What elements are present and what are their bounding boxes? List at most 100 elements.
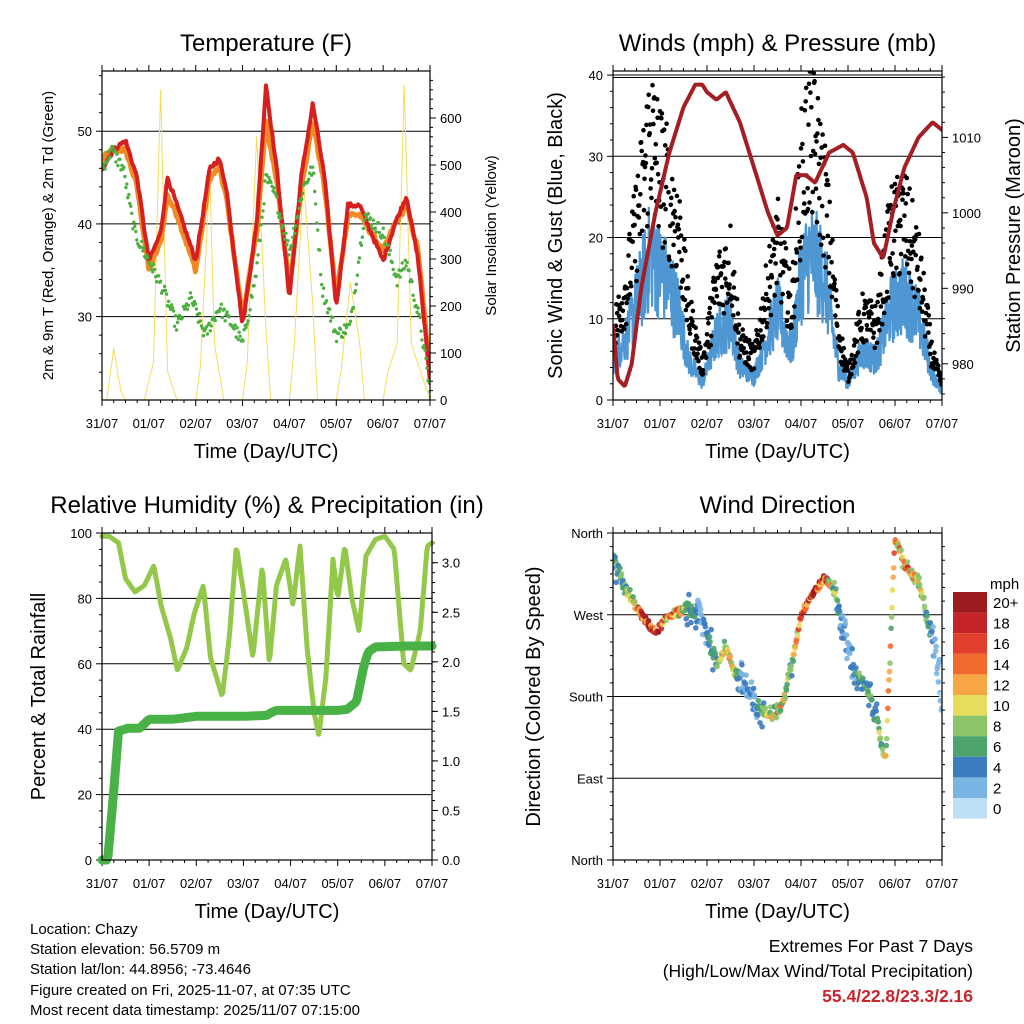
dewpoint-point: [418, 315, 422, 320]
legend-label: 0: [993, 801, 1001, 818]
gust-point: [740, 327, 745, 332]
gust-point: [901, 191, 906, 196]
gust-point: [767, 243, 772, 249]
gust-point: [815, 95, 821, 101]
y-tick-label: 20: [589, 231, 603, 246]
gust-point: [850, 364, 856, 370]
dewpoint-point: [377, 230, 381, 235]
wind-direction-point: [760, 700, 767, 706]
dewpoint-point: [407, 268, 411, 273]
y2-tick-label: 400: [440, 205, 462, 220]
y2-tick-label: 100: [440, 346, 462, 361]
gust-point: [868, 298, 874, 304]
gust-point: [721, 311, 727, 316]
gust-point: [696, 340, 702, 346]
gust-point: [803, 85, 809, 91]
gust-point: [626, 253, 631, 258]
dewpoint-point: [123, 174, 127, 179]
gust-point: [826, 254, 831, 260]
dewpoint-point: [417, 312, 421, 317]
gust-point: [871, 335, 876, 340]
x-tick-label: 07/07: [414, 416, 447, 431]
x-axis-label: Time (Day/UTC): [705, 441, 850, 463]
gust-point: [848, 357, 853, 363]
x-tick-label: 06/07: [369, 876, 402, 891]
x-tick-label: 02/07: [691, 876, 724, 891]
dewpoint-point: [108, 155, 112, 159]
dewpoint-point: [133, 224, 137, 228]
wind-direction-point: [877, 735, 884, 741]
dewpoint-point: [354, 282, 359, 286]
dewpoint-point: [163, 288, 168, 293]
gust-point: [820, 235, 826, 241]
wind-direction-point: [688, 619, 694, 626]
gust-point: [620, 308, 626, 314]
gust-point: [825, 233, 831, 239]
gust-point: [860, 291, 865, 297]
gust-point: [736, 330, 741, 335]
y-tick-label: East: [577, 771, 603, 786]
gust-point: [805, 206, 811, 212]
legend-label: 4: [993, 760, 1001, 777]
extremes-box: Extremes For Past 7 Days (High/Low/Max W…: [663, 934, 973, 1009]
gust-point: [632, 258, 638, 264]
wind-direction-point: [885, 688, 892, 694]
gust-point: [864, 338, 869, 343]
wind-direction-point: [885, 705, 891, 712]
dewpoint-point: [194, 307, 199, 311]
x-tick-label: 31/07: [597, 876, 630, 891]
wind-direction-point: [790, 658, 797, 664]
wind-direction-point: [836, 603, 842, 609]
dewpoint-point: [254, 274, 258, 279]
gust-point: [677, 199, 682, 204]
gust-point: [663, 206, 668, 212]
wind-direction-point: [916, 575, 922, 581]
wind-direction-point: [742, 681, 749, 687]
dewpoint-point: [111, 145, 115, 150]
gust-point: [919, 255, 924, 261]
wind-direction-point: [831, 579, 838, 586]
gust-point: [660, 245, 666, 250]
legend-label: 14: [993, 657, 1010, 674]
x-axis-label: Time (Day/UTC): [705, 901, 850, 923]
gust-point: [682, 237, 687, 242]
gust-point: [690, 319, 695, 324]
gust-point: [689, 299, 694, 305]
x-tick-label: 06/07: [879, 876, 912, 891]
gust-point: [803, 99, 808, 104]
dewpoint-point: [246, 319, 250, 323]
gust-point: [805, 186, 810, 191]
wind-direction-point: [921, 603, 928, 610]
gust-point: [638, 140, 644, 145]
latest-timestamp-text: Most recent data timestamp: 2025/11/07 0…: [30, 1001, 360, 1019]
dewpoint-point: [236, 337, 240, 342]
gust-point: [841, 345, 847, 351]
gust-point: [783, 259, 788, 265]
gust-point: [737, 353, 743, 359]
y-axis-label: Sonic Wind & Gust (Blue, Black): [545, 92, 567, 379]
dewpoint-point: [416, 306, 420, 310]
gust-point: [642, 164, 648, 170]
dewpoint-point: [351, 305, 356, 310]
extremes-subtitle: (High/Low/Max Wind/Total Precipitation): [662, 961, 973, 981]
wind-direction-point: [898, 547, 904, 553]
gust-point: [926, 330, 931, 335]
dewpoint-point: [387, 252, 391, 257]
wind-direction-point: [836, 608, 843, 614]
dewpoint-point: [315, 221, 319, 225]
gust-point: [734, 326, 739, 331]
gust-point: [854, 339, 860, 344]
dewpoint-point: [173, 314, 178, 318]
gust-point: [637, 231, 643, 237]
wind-direction-point: [904, 559, 911, 565]
dewpoint-point: [402, 267, 406, 271]
gust-point: [677, 249, 682, 255]
gust-point: [656, 224, 661, 229]
wind-direction-point: [887, 660, 893, 666]
gust-point: [791, 314, 797, 320]
dewpoint-point: [175, 320, 180, 325]
wind-direction-point: [721, 638, 728, 645]
dewpoint-point: [398, 275, 402, 279]
plot-border: [101, 70, 431, 401]
gust-point: [784, 263, 789, 269]
